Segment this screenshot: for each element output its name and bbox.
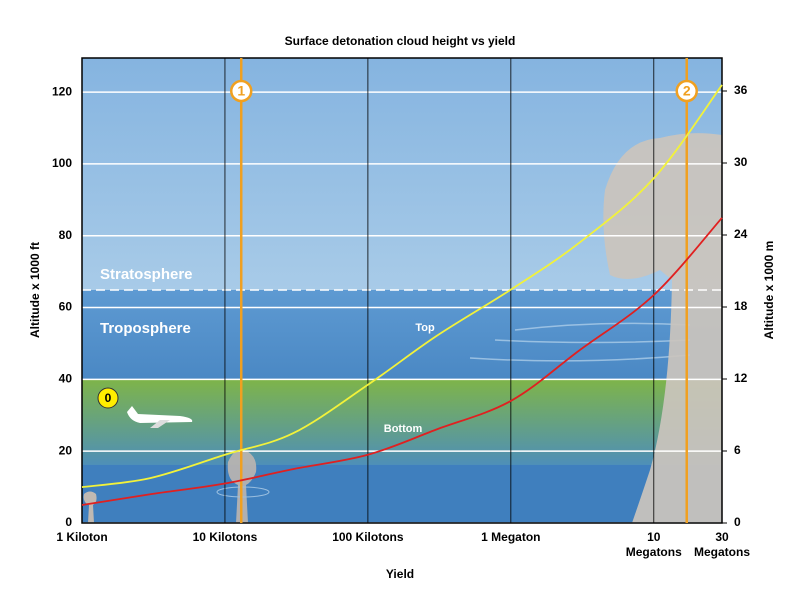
line	[81, 217, 723, 506]
plot-frame	[81, 57, 723, 524]
y2-tick-label: 36	[734, 83, 748, 97]
layer-label: Stratosphere	[100, 266, 193, 283]
x-tick-label: 30 Megatons	[693, 530, 750, 559]
x-tick-label: 1 Megaton	[481, 530, 541, 544]
y2-axis-label: Altitude x 1000 m	[762, 241, 776, 340]
x-tick-label: 1 Kiloton	[56, 530, 108, 544]
y-tick-label: 80	[59, 228, 73, 242]
y-tick-label: 100	[52, 156, 72, 170]
x-tick-label: 10 Megatons	[625, 530, 682, 559]
y2-tick-label: 30	[734, 155, 748, 169]
background	[82, 58, 722, 524]
x-tick-label: 10 Kilotons	[192, 530, 258, 544]
y2-tick-label: 12	[734, 371, 748, 385]
annotation: 1	[237, 83, 245, 99]
y-tick-label: 40	[59, 372, 73, 386]
y-tick-label: 120	[52, 84, 72, 98]
chart-title: Surface detonation cloud height vs yield	[285, 34, 516, 48]
x-tick-label: 100 Kilotons	[332, 530, 404, 544]
y-tick-label: 0	[65, 515, 72, 529]
annotation: 0	[105, 391, 112, 405]
annotation: 2	[683, 83, 691, 99]
y2-tick-label: 18	[734, 299, 748, 313]
y2-tick-label: 24	[734, 227, 748, 241]
series-label: Top	[415, 322, 435, 334]
y2-tick-label: 0	[734, 515, 741, 529]
marker	[229, 79, 253, 103]
y-tick-label: 20	[59, 443, 73, 457]
layer-label: Troposphere	[100, 320, 191, 337]
y-tick-label: 60	[59, 300, 73, 314]
series-label: Bottom	[384, 423, 423, 435]
plane	[127, 406, 193, 428]
x-axis-label: Yield	[386, 567, 414, 581]
y-axis-label: Altitude x 1000 ft	[28, 242, 42, 338]
line	[81, 84, 723, 488]
marker	[675, 79, 698, 103]
marker	[97, 387, 119, 409]
y2-tick-label: 6	[734, 443, 741, 457]
